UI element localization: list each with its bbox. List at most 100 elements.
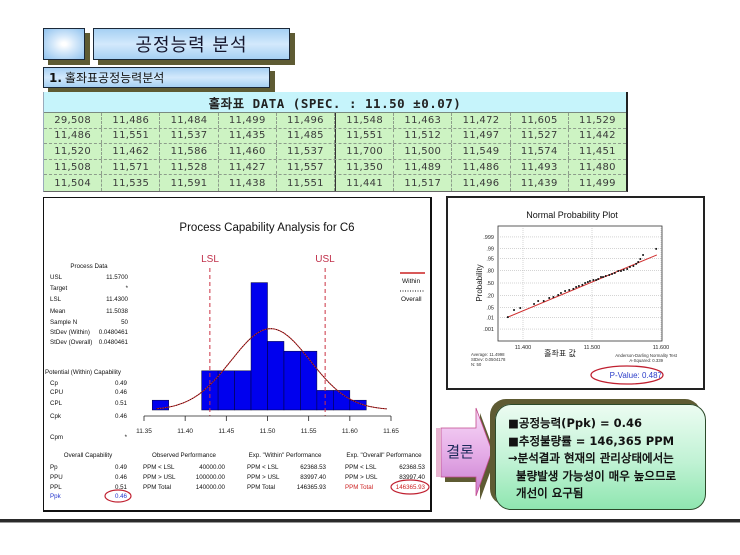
npp-data-point xyxy=(599,276,602,279)
page-title: 공정능력 분석 xyxy=(93,28,290,60)
stat-label: PPM Total xyxy=(345,484,373,491)
npp-y-tick-label: .99 xyxy=(486,246,494,252)
table-cell: 11,700 xyxy=(335,144,395,159)
table-cell: 11,571 xyxy=(102,159,161,175)
page-title-text: 공정능력 분석 xyxy=(135,35,248,56)
stat-label: PPM > USL xyxy=(143,474,176,481)
chart-title: Process Capability Analysis for C6 xyxy=(179,222,354,234)
npp-data-point xyxy=(602,276,605,279)
npp-test-name: Anderson-Darling Normality Test xyxy=(615,353,678,358)
conclusion-arrow xyxy=(436,407,496,500)
stat-value: 11.5038 xyxy=(106,308,128,315)
npp-data-point xyxy=(639,258,642,261)
x-axis-tick-label: 11.60 xyxy=(342,428,358,435)
table-row: 11,508 11,571 11,528 11,427 11,557 11,350 11,4… xyxy=(44,159,626,176)
npp-data-point xyxy=(575,286,578,289)
table-cell: 11,486 xyxy=(44,128,103,144)
histogram-bar xyxy=(300,350,318,411)
histogram-bar xyxy=(283,350,301,411)
overall-capability-header: Overall Capability xyxy=(64,452,113,459)
table-cell: 11,528 xyxy=(160,159,219,175)
table-cell: 11,435 xyxy=(219,128,277,144)
stat-label: Cpk xyxy=(50,413,62,420)
table-cell: 11,486 xyxy=(452,159,511,175)
highlight-ellipse xyxy=(104,489,132,503)
x-axis-tick-label: 11.35 xyxy=(136,428,152,435)
table-row: 11,486 11,551 11,537 11,435 11,485 11,551 11,5… xyxy=(44,128,626,145)
npp-y-tick-label: .05 xyxy=(486,306,494,312)
npp-data-point xyxy=(548,297,551,300)
histogram-bar xyxy=(217,370,235,411)
stat-label: LSL xyxy=(50,296,62,303)
npp-data-point xyxy=(604,275,607,278)
normal-probability-chart: Normal Probability Plot .999 .99 .95 .80 .50… xyxy=(471,210,678,385)
observed-performance-header: Observed Performance xyxy=(152,452,217,459)
table-cell: 11,508 xyxy=(44,159,103,175)
stat-label: Cpm xyxy=(50,434,63,441)
table-cell: 11,497 xyxy=(452,128,511,144)
npp-data-point xyxy=(572,287,575,290)
x-axis-tick-label: 11.55 xyxy=(301,428,317,435)
table-cell: 11,605 xyxy=(511,113,569,128)
stat-label: Target xyxy=(50,285,67,292)
npp-data-point xyxy=(611,273,614,276)
histogram-layer: 11.35 11.40 11.45 11.50 11.55 11.60 11.65 xyxy=(136,268,399,435)
stat-value: 0.51 xyxy=(115,484,128,491)
legend-within-label: Within xyxy=(402,278,420,285)
stat-value: 0.49 xyxy=(115,464,128,471)
stat-value: 100000.00 xyxy=(196,474,226,481)
npp-data-point xyxy=(613,272,616,275)
table-cell: 11,496 xyxy=(277,113,336,128)
overall-curve xyxy=(156,328,387,410)
table-cell: 11,438 xyxy=(219,175,277,191)
stat-value: 62368.53 xyxy=(399,464,425,471)
npp-data-layer: .999 .99 .95 .80 .50 .20 .05 .01 .001 11.400 11.50… xyxy=(483,226,669,351)
conclusion-line: 불량발생 가능성이 매우 높으므로 xyxy=(516,468,677,483)
lsl-label: LSL xyxy=(201,254,219,265)
npp-data-point xyxy=(513,309,516,312)
table-cell: 11,451 xyxy=(579,145,616,157)
stat-value: 83997.40 xyxy=(399,474,425,481)
npp-data-point xyxy=(628,266,631,269)
table-cell: 11,517 xyxy=(394,175,453,191)
potential-capability-header: Potential (Within) Capability xyxy=(45,369,122,376)
npp-x-axis-label: 홀좌표 값 xyxy=(544,348,576,358)
stat-label: Cp xyxy=(50,380,58,387)
table-cell: 11,500 xyxy=(394,144,453,159)
table-cell: 11,462 xyxy=(102,144,161,159)
npp-data-point xyxy=(632,265,635,268)
npp-data-point xyxy=(597,277,600,280)
exp-within-performance-header: Exp. "Within" Performance xyxy=(249,452,322,459)
table-cell: 11,537 xyxy=(277,144,336,159)
npp-stat-n: N: 50 xyxy=(471,362,482,367)
npp-data-point xyxy=(622,268,625,271)
table-body: 29,508 11,486 11,484 11,499 11,496 11,548 11,4… xyxy=(44,113,626,191)
table-cell: 11,551 xyxy=(102,128,161,144)
table-cell: 11,535 xyxy=(102,175,161,191)
npp-data-point xyxy=(655,247,658,250)
table-cell: 11,496 xyxy=(452,175,511,191)
stat-label: CPL xyxy=(50,400,63,407)
stat-value: 146365.93 xyxy=(297,484,327,491)
table-cell: 11,442 xyxy=(579,130,616,142)
table-cell: 11,441 xyxy=(335,175,395,191)
table-cell: 11,591 xyxy=(160,175,219,191)
table-row: 11,520 11,462 11,586 11,460 11,537 11,700 11,5… xyxy=(44,144,626,160)
stat-label: Sample N xyxy=(50,319,77,326)
table-cell: 11,586 xyxy=(160,144,219,159)
title-decoration-square xyxy=(43,28,85,60)
stat-value: 140000.00 xyxy=(196,484,226,491)
table-cell: 11,520 xyxy=(44,144,103,159)
stat-value: 50 xyxy=(121,319,128,326)
table-cell: 11,551 xyxy=(335,128,395,144)
table-cell: 11,493 xyxy=(511,159,569,175)
table-cell: 29,508 xyxy=(44,113,103,128)
data-table: 홀좌표 DATA (SPEC. : 11.50 ±0.07) 29,508 11,… xyxy=(43,92,628,192)
npp-data-point xyxy=(533,303,536,306)
stat-label: PPM > USL xyxy=(247,474,280,481)
npp-y-tick-label: .80 xyxy=(486,268,494,274)
section-title: 홀좌표공정능력분석 xyxy=(64,71,165,85)
npp-data-point xyxy=(642,253,645,256)
npp-plot-frame xyxy=(497,225,663,342)
table-cell: 11,504 xyxy=(44,175,103,191)
